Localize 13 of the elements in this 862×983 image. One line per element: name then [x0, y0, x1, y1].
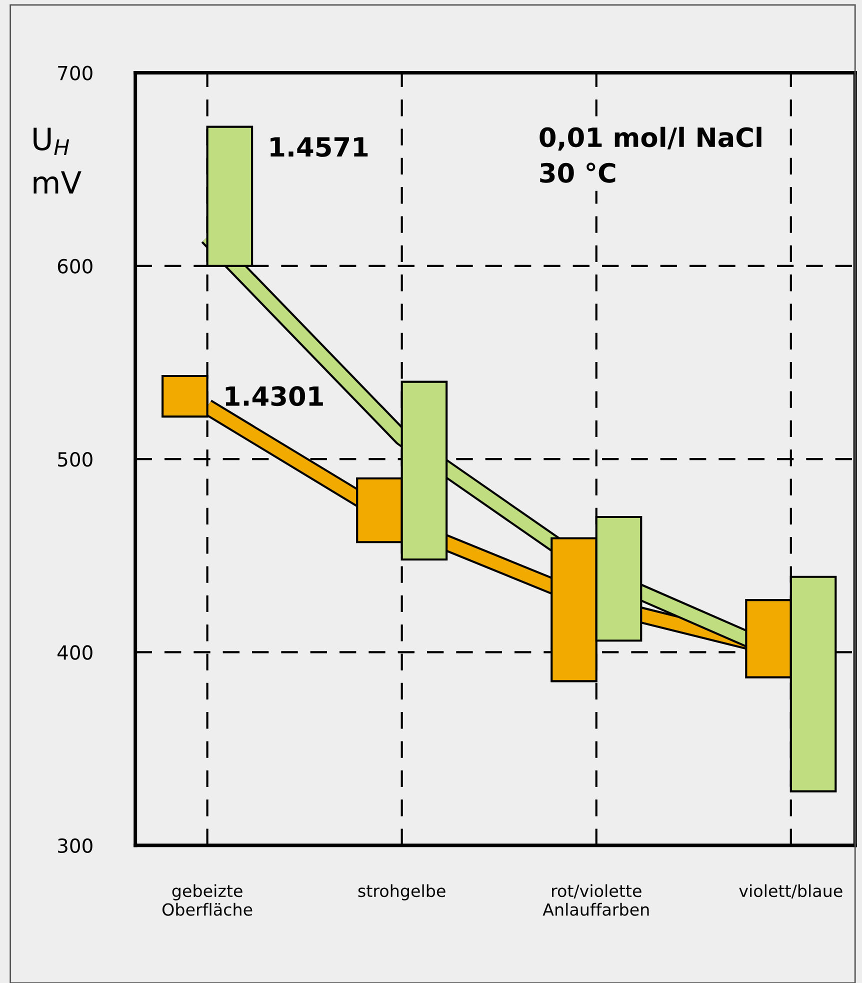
series-label: 1.4571 [270, 137, 368, 157]
x-tick-label: violett/blaue [739, 884, 842, 898]
y-tick-label: 300 [58, 838, 92, 854]
y-axis-title: U$_{H}$ mV [34, 128, 82, 194]
series-label: 1.4301 [226, 386, 323, 406]
y-tick-label: 500 [58, 452, 92, 467]
x-tick-label: strohgelbe [358, 884, 446, 900]
y-tick-label: 600 [58, 258, 92, 274]
x-tick-label: rot/violette Anlauffarben [542, 884, 649, 916]
y-tick-label: 700 [58, 66, 92, 80]
y-tick-label: 400 [58, 645, 92, 660]
annotation: 0,01 mol/l NaCl 30 °C [540, 126, 762, 183]
x-tick-label: gebeizte Oberfläche [162, 884, 252, 916]
